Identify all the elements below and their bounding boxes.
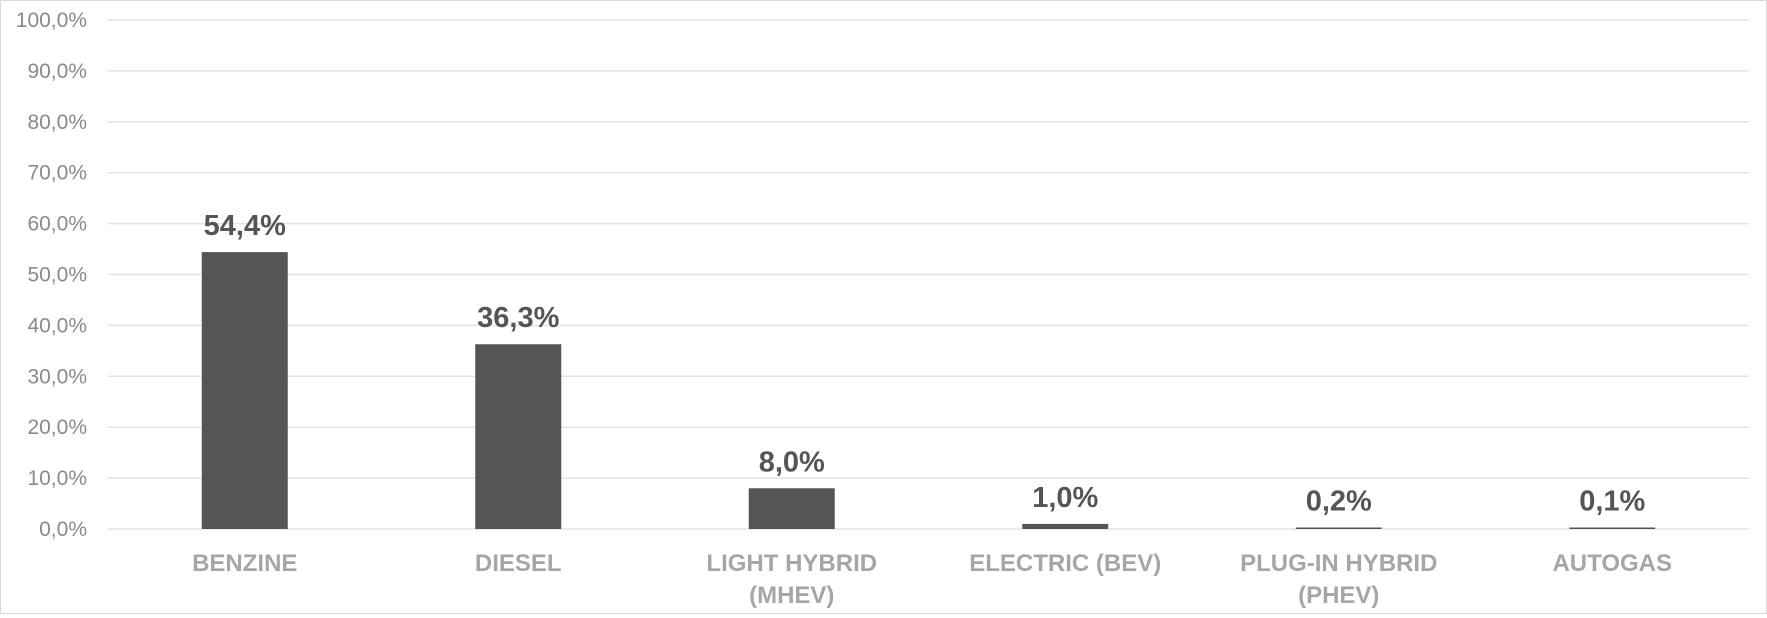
- y-tick-label: 60,0%: [27, 213, 87, 236]
- y-tick-label: 100,0%: [16, 9, 87, 32]
- y-tick-label: 30,0%: [27, 365, 87, 388]
- bar: [475, 344, 562, 529]
- y-tick-label: 70,0%: [27, 162, 87, 185]
- y-tick-label: 10,0%: [27, 467, 87, 490]
- y-tick-label: 0,0%: [39, 518, 87, 541]
- y-tick-label: 40,0%: [27, 314, 87, 337]
- bar: [201, 252, 288, 529]
- x-category-label: LIGHT HYBRID (MHEV): [706, 550, 877, 609]
- x-category-label: DIESEL: [475, 550, 562, 577]
- y-tick-label: 50,0%: [27, 264, 87, 287]
- x-category-label: ELECTRIC (BEV): [969, 550, 1161, 577]
- bar: [1569, 527, 1656, 529]
- gridlines: [108, 19, 1749, 530]
- data-label: 8,0%: [759, 446, 825, 478]
- x-category-label-line: BENZINE: [192, 550, 297, 577]
- x-category-label: PLUG-IN HYBRID (PHEV): [1240, 550, 1437, 609]
- bars: [201, 252, 1656, 529]
- bar: [1022, 523, 1109, 529]
- data-label: 0,1%: [1579, 486, 1645, 518]
- bar: [748, 488, 835, 529]
- x-category-label-line: (MHEV): [749, 582, 834, 609]
- x-category-label-line: DIESEL: [475, 550, 562, 577]
- y-axis-ticks: 0,0% 10,0% 20,0% 30,0% 40,0% 50,0% 60,0% 70,0% 8…: [16, 9, 87, 541]
- bar: [1295, 527, 1382, 529]
- x-category-label-line: PLUG-IN HYBRID: [1240, 550, 1437, 577]
- x-category-label-line: AUTOGAS: [1552, 550, 1672, 577]
- x-category-label: BENZINE: [192, 550, 297, 577]
- data-label: 54,4%: [204, 210, 286, 242]
- y-tick-label: 90,0%: [27, 60, 87, 83]
- x-axis-labels: BENZINE DIESEL LIGHT HYBRID (MHEV) ELECTRIC …: [192, 550, 1672, 609]
- x-category-label-line: (PHEV): [1298, 582, 1379, 609]
- x-category-label-line: ELECTRIC (BEV): [969, 550, 1161, 577]
- data-label: 0,2%: [1306, 486, 1372, 518]
- data-label: 1,0%: [1032, 482, 1098, 514]
- y-tick-label: 80,0%: [27, 111, 87, 134]
- x-category-label-line: LIGHT HYBRID: [706, 550, 877, 577]
- y-tick-label: 20,0%: [27, 416, 87, 439]
- x-category-label: AUTOGAS: [1552, 550, 1672, 577]
- data-label: 36,3%: [477, 302, 559, 334]
- data-labels: 54,4% 36,3% 8,0% 1,0% 0,2% 0,1%: [204, 210, 1646, 517]
